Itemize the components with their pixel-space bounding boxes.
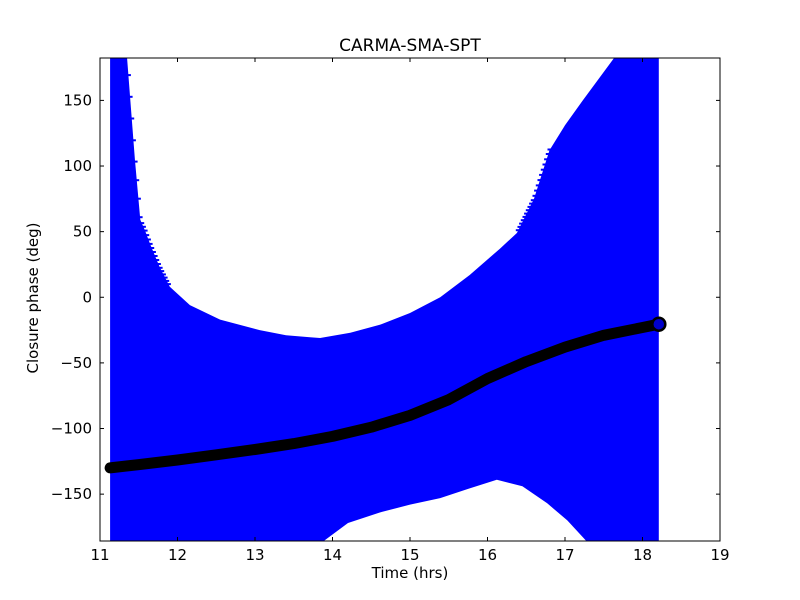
- errorbar-cap: [125, 74, 131, 77]
- errorbar-cap: [544, 158, 550, 161]
- errorbar-cap: [525, 209, 531, 212]
- errorbar-cap: [537, 179, 543, 182]
- errorbar-cap: [515, 229, 521, 232]
- errorbar-cap: [165, 283, 171, 286]
- errorbar-cap: [540, 168, 546, 171]
- errorbar-cap: [134, 179, 140, 182]
- errorbar-cap: [539, 173, 545, 176]
- errorbar-cap: [616, 8, 621, 10]
- errorbar-cap: [142, 229, 148, 232]
- errorbar-cap: [614, 27, 619, 29]
- errorbar-cap: [542, 163, 548, 166]
- y-tick-label: −50: [60, 354, 92, 372]
- errorbar-cap: [530, 199, 536, 202]
- errorbar-cap: [139, 222, 145, 225]
- errorbar-cap: [140, 225, 146, 228]
- errorbar-cap: [519, 222, 525, 225]
- x-tick-label: 16: [478, 546, 497, 564]
- error-envelope: [110, 58, 659, 541]
- errorbar-cap: [594, 594, 599, 596]
- errorbar-cap: [144, 234, 150, 237]
- errorbar-cap: [154, 259, 160, 261]
- x-axis-label: Time (hrs): [371, 564, 449, 582]
- x-tick-label: 18: [633, 546, 652, 564]
- errorbar-cap: [529, 202, 535, 205]
- errorbar-cap: [588, 558, 593, 560]
- x-tick-label: 14: [323, 546, 342, 564]
- x-tick-label: 13: [245, 546, 264, 564]
- errorbar-cap: [132, 160, 138, 163]
- errorbar-cap: [522, 215, 528, 218]
- errorbar-cap: [534, 189, 540, 192]
- y-tick-label: −150: [51, 485, 92, 503]
- x-tick-label: 19: [710, 546, 729, 564]
- errorbar-cap: [135, 197, 141, 200]
- errorbar-cap: [545, 153, 551, 155]
- errorbar-cap: [137, 216, 143, 219]
- last-point-marker: [651, 316, 667, 332]
- errorbar-cap: [155, 263, 161, 265]
- errorbar-cap: [157, 266, 163, 269]
- errorbar-cap: [129, 117, 135, 120]
- errorbar-cap: [130, 139, 136, 142]
- errorbar-cap: [524, 212, 530, 215]
- errorbar-cap: [517, 225, 523, 228]
- errorbar-cap: [547, 148, 553, 151]
- errorbar-cap: [149, 247, 155, 249]
- closure-phase-curve: [104, 318, 665, 474]
- plot-content: [104, 8, 667, 596]
- errorbar-cap: [152, 255, 158, 257]
- x-tick-label: 11: [90, 546, 109, 564]
- y-tick-label: 50: [73, 223, 92, 241]
- errorbar-cap: [593, 585, 598, 587]
- errorbar-cap: [145, 238, 151, 241]
- errorbar-cap: [520, 219, 526, 222]
- errorbar-cap: [586, 549, 591, 551]
- errorbar-cap: [123, 23, 128, 25]
- errorbar-cap: [535, 184, 541, 187]
- y-tick-label: 0: [82, 288, 92, 306]
- errorbar-cap: [150, 251, 156, 253]
- y-tick-label: 100: [63, 157, 92, 175]
- errorbar-cap: [159, 270, 165, 273]
- errorbar-cap: [527, 205, 533, 208]
- chart-title: CARMA-SMA-SPT: [339, 36, 481, 56]
- errorbar-cap: [532, 194, 538, 197]
- errorbar-cap: [127, 95, 133, 98]
- x-tick-label: 17: [555, 546, 574, 564]
- errorbar-cap: [147, 242, 153, 245]
- errorbar-cap: [164, 279, 170, 282]
- errorbar-cap: [160, 273, 166, 276]
- y-axis-label: Closure phase (deg): [24, 222, 42, 374]
- x-tick-label: 12: [168, 546, 187, 564]
- x-tick-label: 15: [400, 546, 419, 564]
- errorbar-cap: [162, 276, 168, 279]
- y-tick-label: 150: [63, 91, 92, 109]
- y-tick-label: −100: [51, 420, 92, 438]
